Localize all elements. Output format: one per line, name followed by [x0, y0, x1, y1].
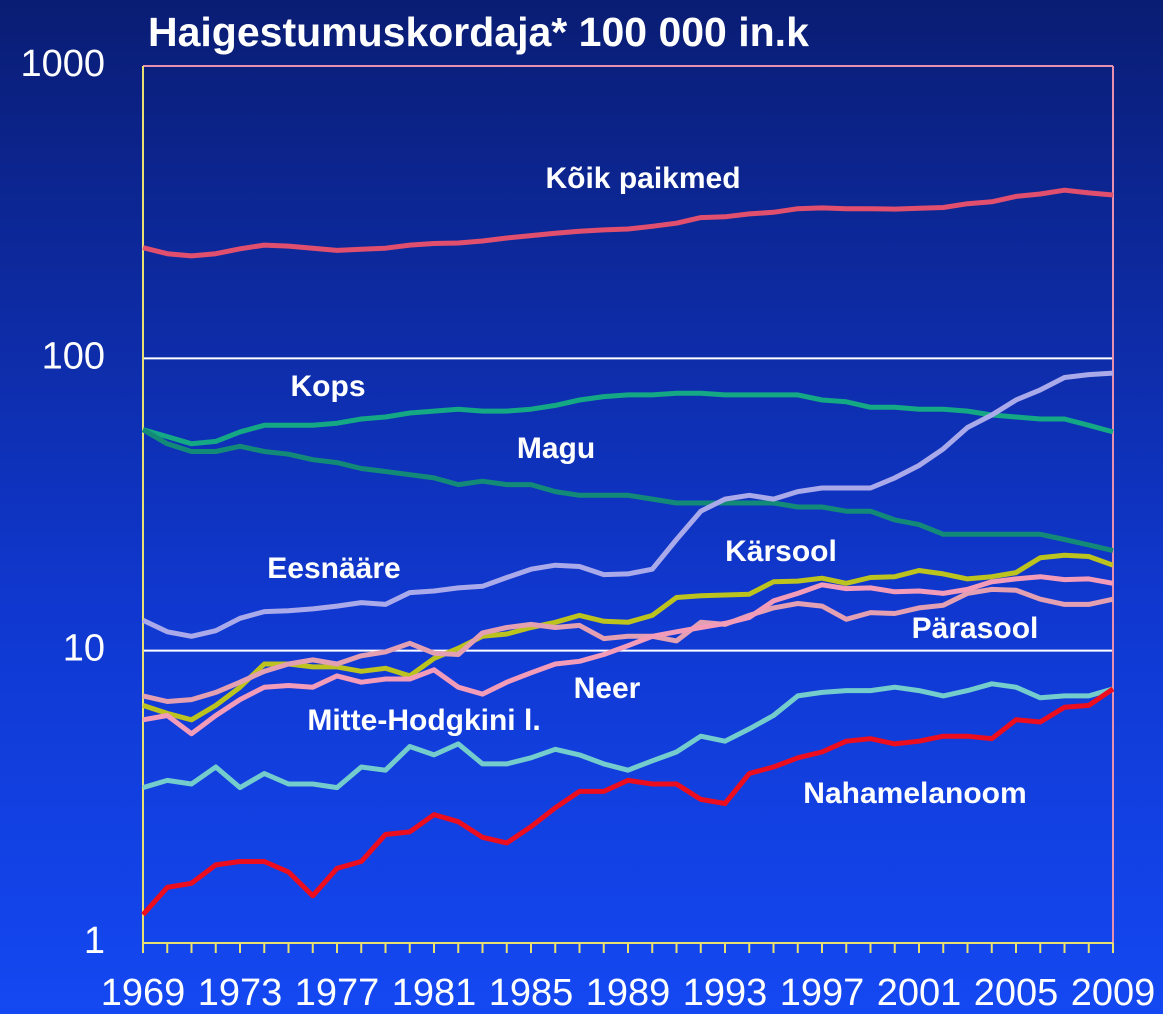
- series-label: Mitte-Hodgkini l.: [307, 704, 540, 737]
- x-tick-label: 2001: [877, 972, 962, 1014]
- series-line: [142, 552, 1114, 723]
- series-label: Pärasool: [912, 612, 1039, 645]
- chart-title: Haigestumuskordaja* 100 000 in.k: [148, 9, 809, 55]
- x-tick-label: 1977: [295, 972, 380, 1014]
- series-label: Kärsool: [725, 535, 837, 568]
- series-line: [142, 187, 1114, 259]
- series-line: [141, 370, 1114, 639]
- series-line: [141, 686, 1115, 917]
- series-line: [141, 427, 1114, 554]
- series-label: Kops: [291, 370, 366, 403]
- x-tick-label: 1973: [198, 972, 283, 1014]
- x-tick-label: 2005: [974, 972, 1059, 1014]
- series-label: Kõik paikmed: [545, 162, 740, 195]
- series-line: [142, 574, 1114, 737]
- x-tick-label: 1989: [586, 972, 671, 1014]
- series-label: Nahamelanoom: [803, 777, 1026, 810]
- x-tick-label: 1985: [489, 972, 574, 1014]
- series-label: Magu: [517, 432, 595, 465]
- series-label: Eesnääre: [267, 552, 400, 585]
- x-tick-label: 2009: [1071, 972, 1156, 1014]
- series-line: [142, 681, 1114, 791]
- x-tick-label: 1969: [101, 972, 186, 1014]
- series-line: [142, 586, 1114, 704]
- y-tick-label: 1000: [20, 43, 105, 85]
- y-tick-label: 1: [84, 920, 105, 962]
- series-line: [142, 390, 1114, 447]
- series-label: Neer: [574, 672, 641, 705]
- y-tick-label: 100: [42, 335, 105, 377]
- y-tick-label: 10: [63, 628, 105, 670]
- x-tick-label: 1981: [392, 972, 477, 1014]
- x-tick-label: 1993: [683, 972, 768, 1014]
- x-tick-label: 1997: [780, 972, 865, 1014]
